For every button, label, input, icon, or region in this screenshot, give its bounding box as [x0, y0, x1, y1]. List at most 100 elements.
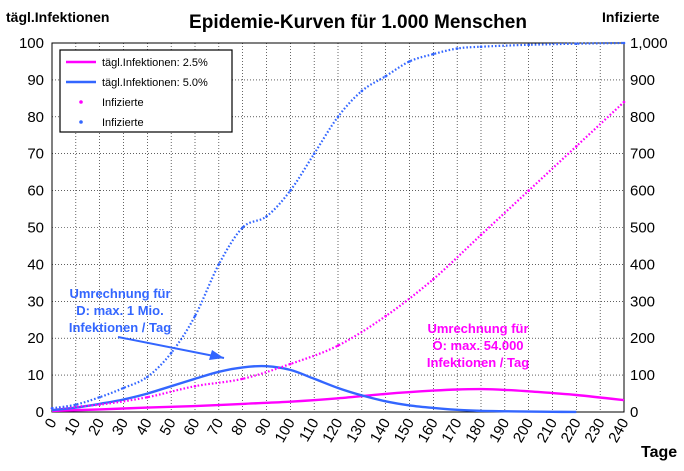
annotation-line: D: max. 1 Mio.: [76, 303, 163, 318]
x-tick-label: 230: [581, 416, 608, 446]
right-tick-label: 200: [630, 330, 655, 347]
data-point: [146, 375, 149, 379]
legend-swatch: [79, 100, 83, 104]
right-axis-title: Infizierte: [602, 9, 660, 25]
data-point: [241, 226, 244, 229]
data-point: [336, 115, 340, 119]
plot-frame: [51, 42, 625, 413]
x-tick-label: 60: [180, 416, 203, 439]
data-point: [241, 377, 244, 381]
data-point: [122, 386, 125, 390]
x-tick-label: 0: [42, 416, 61, 432]
x-tick-label: 140: [367, 416, 394, 446]
right-tick-label: 100: [630, 367, 655, 384]
x-tick-label: 20: [85, 416, 108, 439]
data-point: [265, 215, 268, 218]
data-point: [193, 384, 197, 388]
annotation-line: Infektionen / Tag: [69, 320, 171, 335]
left-tick-label: 30: [27, 293, 44, 310]
data-point: [479, 233, 483, 237]
legend-box: [59, 49, 233, 133]
legend-label: Infizierte: [102, 97, 144, 109]
x-tick-label: 180: [462, 416, 489, 446]
data-point: [622, 100, 626, 104]
data-point: [336, 344, 340, 347]
x-tick-label: 40: [133, 416, 156, 439]
annotation-line: Umrechnung für: [69, 286, 170, 301]
left-tick-label: 0: [36, 404, 44, 421]
data-point: [384, 74, 387, 78]
left-tick-label: 50: [27, 220, 44, 237]
series-line-0: [51, 387, 625, 413]
x-tick-label: 120: [319, 416, 346, 446]
legend-swatch: [79, 120, 83, 124]
right-tick-label: 500: [630, 220, 655, 237]
left-tick-label: 40: [27, 256, 44, 273]
data-point: [50, 407, 54, 410]
legend-label: tägl.Infektionen: 2.5%: [102, 57, 208, 69]
x-tick-label: 200: [510, 416, 537, 446]
series-line-1: [51, 364, 577, 414]
left-tick-label: 10: [27, 367, 44, 384]
data-point: [289, 189, 292, 192]
data-point: [479, 45, 483, 48]
left-tick-label: 70: [27, 146, 44, 163]
data-point: [146, 395, 149, 399]
x-tick-label: 90: [252, 416, 275, 439]
left-axis-title: tägl.Infektionen: [6, 9, 109, 25]
left-tick-label: 60: [27, 183, 44, 200]
right-tick-label: 0: [630, 404, 638, 421]
data-point: [360, 89, 364, 93]
left-tick-label: 80: [27, 109, 44, 126]
data-point: [169, 351, 173, 355]
x-tick-label: 220: [558, 416, 585, 446]
x-tick-label: 80: [228, 416, 251, 439]
annotation-arrow: [117, 336, 225, 359]
data-point: [384, 314, 387, 318]
data-point: [98, 403, 101, 406]
x-tick-label: 30: [109, 416, 132, 439]
right-tick-label: 900: [630, 72, 655, 89]
x-tick-label: 70: [204, 416, 227, 439]
data-point: [408, 60, 411, 63]
x-tick-label: 10: [61, 416, 84, 439]
annotation-line: Umrechnung für: [427, 321, 528, 336]
right-tick-label: 400: [630, 256, 655, 273]
x-tick-label: 240: [605, 416, 632, 446]
data-point: [74, 403, 78, 406]
data-point: [98, 395, 101, 399]
annotation-line: Infektionen / Tag: [427, 355, 529, 370]
x-tick-label: 160: [415, 416, 442, 446]
plot-area: 0102030405060708090100010020030040050060…: [19, 35, 668, 446]
left-tick-label: 20: [27, 330, 44, 347]
legend-label: tägl.Infektionen: 5.0%: [102, 77, 208, 89]
x-tick-label: 150: [391, 416, 418, 446]
data-point: [527, 189, 530, 192]
data-point: [289, 362, 292, 366]
data-point: [432, 277, 435, 281]
data-point: [217, 263, 221, 266]
right-tick-label: 1,000: [630, 35, 668, 52]
data-point: [622, 41, 626, 45]
left-tick-label: 100: [19, 35, 44, 52]
left-tick-label: 90: [27, 72, 44, 89]
x-tick-label: 170: [438, 416, 465, 446]
series-dots-3: [51, 41, 625, 410]
annotation-line: Ö: max. 54.000: [432, 338, 523, 353]
data-point: [432, 52, 435, 56]
data-point: [527, 43, 530, 47]
x-tick-label: 100: [272, 416, 299, 446]
right-tick-label: 300: [630, 293, 655, 310]
data-point: [455, 47, 459, 50]
x-tick-label: 210: [534, 416, 561, 446]
x-tick-label: 110: [296, 416, 323, 445]
right-tick-label: 700: [630, 146, 655, 163]
legend-label: Infizierte: [102, 117, 144, 129]
data-point: [193, 314, 197, 318]
right-tick-label: 800: [630, 109, 655, 126]
chart-title: Epidemie-Kurven für 1.000 Menschen: [189, 12, 527, 33]
x-axis-title: Tage: [641, 444, 677, 461]
annotation-arrowhead: [209, 350, 224, 360]
data-point: [575, 145, 578, 148]
